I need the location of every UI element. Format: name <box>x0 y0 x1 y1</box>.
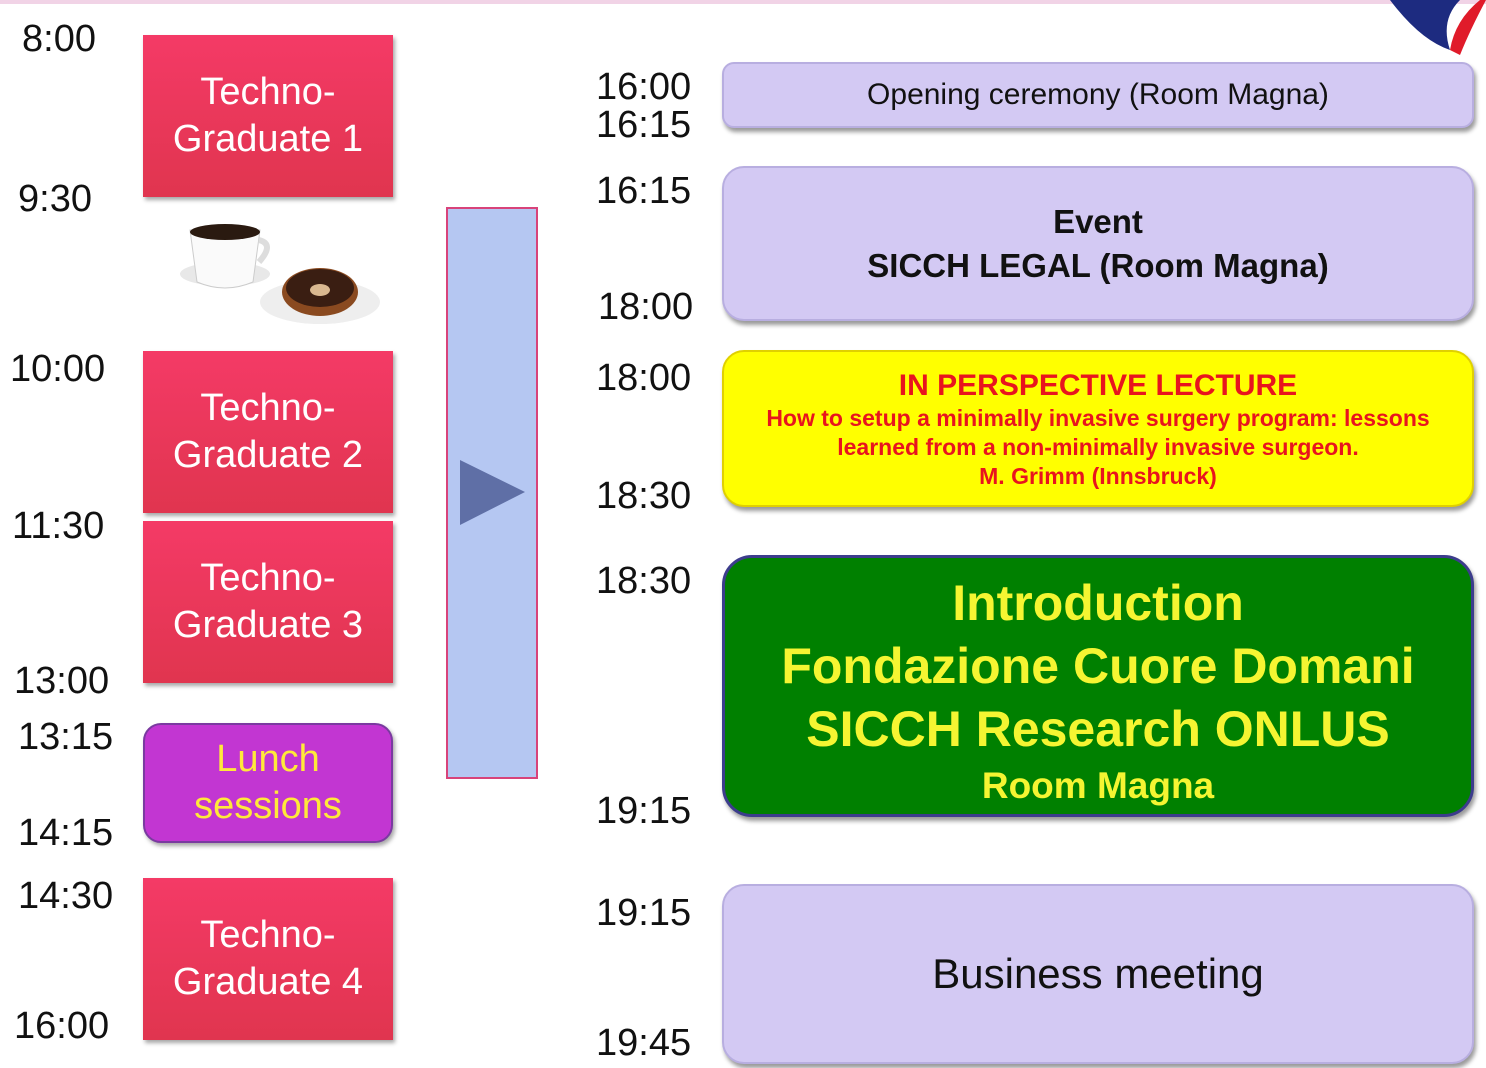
event: IN PERSPECTIVE LECTURE How to setup a mi… <box>722 350 1474 507</box>
event-line: Opening ceremony (Room Magna) <box>867 78 1329 111</box>
time-label: 19:45 <box>596 1022 692 1064</box>
event: Event SICCH LEGAL (Room Magna) <box>722 166 1474 321</box>
event: Introduction Fondazione Cuore Domani SIC… <box>722 555 1474 817</box>
event-line: How to setup a minimally invasive surger… <box>766 405 1430 431</box>
time-label: 11:30 <box>12 505 105 547</box>
session-line: Techno- <box>200 557 336 599</box>
session-line: Techno- <box>200 387 336 429</box>
session-line: Graduate 1 <box>172 118 364 160</box>
session: Techno- Graduate 3 <box>143 521 393 683</box>
event-line: Introduction <box>952 575 1244 631</box>
session: Techno- Graduate 1 <box>143 35 393 197</box>
session-line: Graduate 2 <box>172 434 364 476</box>
time-label: 18:00 <box>596 357 692 399</box>
session-line: Techno- <box>200 914 336 956</box>
event: Business meeting <box>722 884 1474 1064</box>
session-line: Graduate 4 <box>172 961 364 1003</box>
event-line: Fondazione Cuore Domani <box>781 638 1415 694</box>
event-line: M. Grimm (Innsbruck) <box>979 463 1217 489</box>
session-line: Graduate 3 <box>172 604 364 646</box>
event-line: SICCH LEGAL (Room Magna) <box>867 246 1329 284</box>
time-label: 13:00 <box>14 660 110 702</box>
time-label: 14:15 <box>18 812 114 854</box>
time-label: 16:00 <box>14 1005 110 1047</box>
event-line: Business meeting <box>932 950 1264 997</box>
session: Techno- Graduate 2 <box>143 351 393 513</box>
time-label: 18:30 <box>596 560 692 602</box>
event: Opening ceremony (Room Magna) <box>722 62 1474 128</box>
time-label: 16:15 <box>596 170 692 212</box>
time-label: 19:15 <box>596 892 692 934</box>
time-label: 18:00 <box>598 286 694 328</box>
arrow-bar <box>446 207 538 779</box>
time-label: 18:30 <box>596 475 692 517</box>
time-label: 14:30 <box>18 875 114 917</box>
time-label: 8:00 <box>22 18 96 60</box>
time-label: 16:00 <box>596 66 692 108</box>
session-line: Lunch <box>216 738 320 780</box>
session-line: sessions <box>194 785 342 827</box>
event-line: SICCH Research ONLUS <box>806 701 1390 757</box>
time-label: 16:15 <box>596 104 692 146</box>
time-label: 19:15 <box>596 790 692 832</box>
session: Lunch sessions <box>143 723 393 843</box>
session: Techno- Graduate 4 <box>143 878 393 1040</box>
time-label: 13:15 <box>18 716 114 758</box>
event-line: Event <box>1053 202 1143 240</box>
time-label: 10:00 <box>10 348 106 390</box>
time-label: 9:30 <box>18 178 92 220</box>
event-title: IN PERSPECTIVE LECTURE <box>898 369 1298 402</box>
coffee-icon <box>180 224 380 324</box>
session-line: Techno- <box>200 71 336 113</box>
logo <box>1390 0 1486 55</box>
event-line: learned from a non-minimally invasive su… <box>837 434 1359 460</box>
event-subtitle: Room Magna <box>981 765 1215 806</box>
top-rule <box>0 0 1486 4</box>
